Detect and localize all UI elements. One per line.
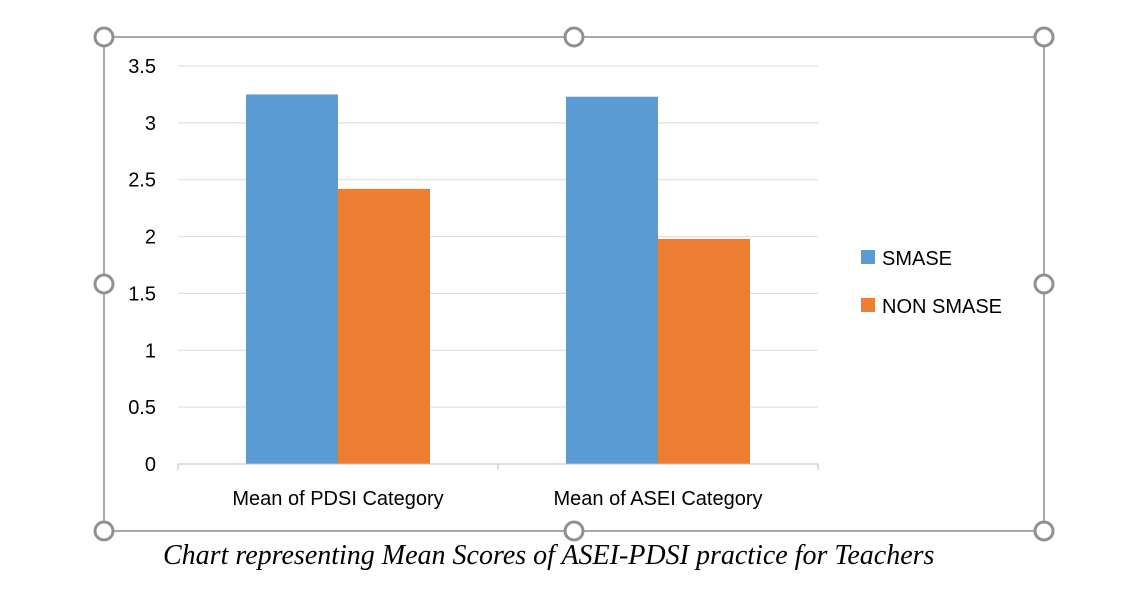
resize-handle <box>1033 520 1055 542</box>
axes: 0 0.5 1 1.5 2 2.5 3 3.5 Mean of PDSI Category Mea… <box>128 56 819 510</box>
y-tick-label: 2 <box>145 227 156 249</box>
resize-handle <box>93 520 115 542</box>
legend-label: NON SMASE <box>882 296 1002 318</box>
chart-caption: Chart representing Mean Scores of ASEI-P… <box>163 540 935 571</box>
bar <box>566 96 658 465</box>
y-tick-label: 2.5 <box>128 170 156 192</box>
legend-swatch <box>861 298 875 312</box>
resize-handle <box>1033 26 1055 48</box>
x-category-label: Mean of ASEI Category <box>553 488 762 510</box>
y-tick-label: 0.5 <box>128 397 156 419</box>
resize-handle <box>563 26 585 48</box>
legend-label: SMASE <box>882 248 952 270</box>
y-tick-label: 1 <box>145 340 156 362</box>
legend: SMASE NON SMASE <box>861 248 1002 318</box>
resize-handle <box>1033 273 1055 295</box>
bars <box>246 94 750 465</box>
bar <box>246 94 338 464</box>
resize-handle <box>93 26 115 48</box>
x-category-label: Mean of PDSI Category <box>232 488 443 510</box>
legend-swatch <box>861 250 875 264</box>
y-tick-label: 3 <box>145 113 156 135</box>
resize-handle <box>563 520 585 542</box>
bar <box>338 188 430 464</box>
y-tick-label: 0 <box>145 454 156 476</box>
selection-handles <box>93 26 1055 542</box>
y-tick-label: 1.5 <box>128 283 156 305</box>
y-tick-label: 3.5 <box>128 56 156 78</box>
bar <box>658 238 750 464</box>
resize-handle <box>93 273 115 295</box>
